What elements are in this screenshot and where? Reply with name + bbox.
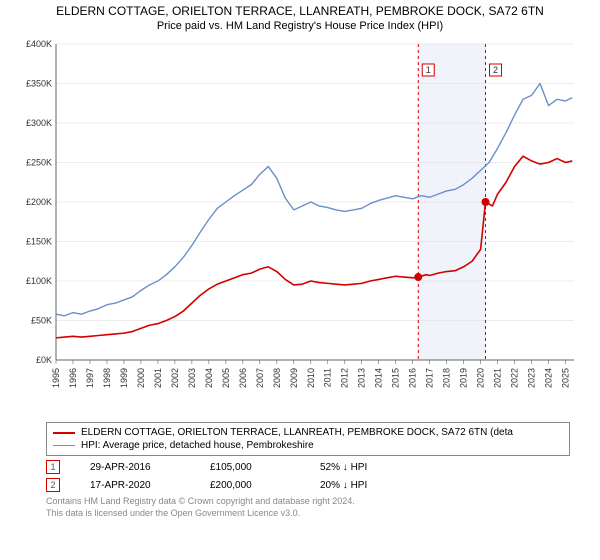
marker-hpi: 52% ↓ HPI [320,462,367,473]
footer-line: This data is licensed under the Open Gov… [46,508,570,520]
chart-svg: £0K £50K £100K £150K £200K £250K £300K £350K £40… [10,36,590,416]
svg-text:1996: 1996 [68,368,78,388]
svg-text:2000: 2000 [136,368,146,388]
svg-text:2022: 2022 [510,368,520,388]
svg-text:£0K: £0K [36,355,52,365]
svg-text:2023: 2023 [527,368,537,388]
svg-text:£150K: £150K [26,237,52,247]
svg-text:2019: 2019 [459,368,469,388]
legend-row: HPI: Average price, detached house, Pemb… [53,440,563,451]
svg-text:2013: 2013 [357,368,367,388]
marker-badge: 2 [46,478,60,492]
svg-text:2007: 2007 [255,368,265,388]
svg-text:2001: 2001 [153,368,163,388]
legend-label: ELDERN COTTAGE, ORIELTON TERRACE, LLANRE… [81,427,513,438]
svg-text:£200K: £200K [26,197,52,207]
svg-text:£50K: £50K [31,316,52,326]
footer-attribution: Contains HM Land Registry data © Crown c… [46,496,570,519]
legend-swatch [53,432,75,434]
svg-text:2: 2 [493,65,498,75]
svg-text:2018: 2018 [442,368,452,388]
svg-text:1997: 1997 [85,368,95,388]
marker-table: 1 29-APR-2016 £105,000 52% ↓ HPI 2 17-APR-202… [46,460,570,492]
svg-text:2002: 2002 [170,368,180,388]
marker-badge: 1 [46,460,60,474]
footer-line: Contains HM Land Registry data © Crown c… [46,496,570,508]
svg-text:2017: 2017 [425,368,435,388]
svg-text:1995: 1995 [51,368,61,388]
svg-text:2020: 2020 [476,368,486,388]
svg-text:2021: 2021 [493,368,503,388]
marker-hpi: 20% ↓ HPI [320,480,367,491]
svg-text:2011: 2011 [323,368,333,387]
marker-date: 29-APR-2016 [90,462,180,473]
svg-text:2009: 2009 [289,368,299,388]
svg-text:1998: 1998 [102,368,112,388]
legend: ELDERN COTTAGE, ORIELTON TERRACE, LLANRE… [46,422,570,456]
svg-text:2008: 2008 [272,368,282,388]
marker-price: £200,000 [210,480,290,491]
svg-text:1999: 1999 [119,368,129,388]
chart-subtitle: Price paid vs. HM Land Registry's House … [0,18,600,36]
svg-text:2015: 2015 [391,368,401,388]
svg-text:2006: 2006 [238,368,248,388]
svg-text:2010: 2010 [306,368,316,388]
chart-title: ELDERN COTTAGE, ORIELTON TERRACE, LLANRE… [0,0,600,18]
legend-label: HPI: Average price, detached house, Pemb… [81,440,314,451]
svg-text:£400K: £400K [26,39,52,49]
marker-price: £105,000 [210,462,290,473]
marker-row: 1 29-APR-2016 £105,000 52% ↓ HPI [46,460,570,474]
svg-text:£300K: £300K [26,118,52,128]
svg-text:2025: 2025 [561,368,571,388]
legend-row: ELDERN COTTAGE, ORIELTON TERRACE, LLANRE… [53,427,563,438]
svg-text:2004: 2004 [204,368,214,388]
svg-text:£100K: £100K [26,276,52,286]
svg-text:2012: 2012 [340,368,350,388]
marker-row: 2 17-APR-2020 £200,000 20% ↓ HPI [46,478,570,492]
svg-text:1: 1 [426,65,431,75]
legend-swatch [53,445,75,447]
svg-text:2014: 2014 [374,368,384,388]
svg-text:£250K: £250K [26,158,52,168]
svg-text:2005: 2005 [221,368,231,388]
svg-text:2024: 2024 [544,368,554,388]
marker-date: 17-APR-2020 [90,480,180,491]
chart-area: £0K £50K £100K £150K £200K £250K £300K £350K £40… [10,36,590,416]
svg-text:£350K: £350K [26,79,52,89]
svg-text:2003: 2003 [187,368,197,388]
svg-text:2016: 2016 [408,368,418,388]
